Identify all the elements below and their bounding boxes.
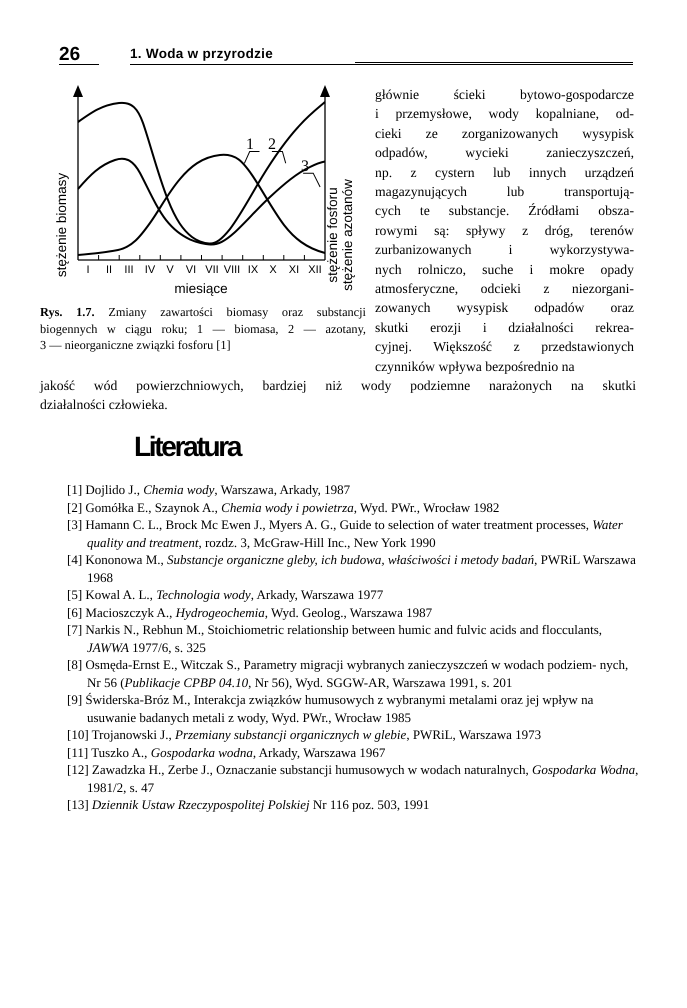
svg-text:stężenie azotanów: stężenie azotanów [340, 179, 355, 291]
svg-text:VI: VI [186, 264, 196, 276]
svg-text:XII: XII [308, 264, 321, 276]
svg-text:1: 1 [246, 136, 254, 153]
svg-text:II: II [106, 264, 112, 276]
svg-text:III: III [124, 264, 133, 276]
svg-text:IV: IV [145, 264, 156, 276]
svg-text:XI: XI [289, 264, 299, 276]
svg-text:I: I [86, 264, 89, 276]
svg-text:stężenie fosforu: stężenie fosforu [325, 187, 340, 282]
svg-text:X: X [269, 264, 277, 276]
svg-text:miesiące: miesiące [174, 281, 227, 296]
svg-text:2: 2 [268, 136, 276, 153]
svg-text:VII: VII [205, 264, 218, 276]
svg-text:V: V [166, 264, 174, 276]
svg-text:IX: IX [248, 264, 259, 276]
svg-text:3: 3 [301, 158, 309, 175]
svg-text:stężenie biomasy: stężenie biomasy [54, 173, 69, 278]
svg-text:VIII: VIII [224, 264, 241, 276]
